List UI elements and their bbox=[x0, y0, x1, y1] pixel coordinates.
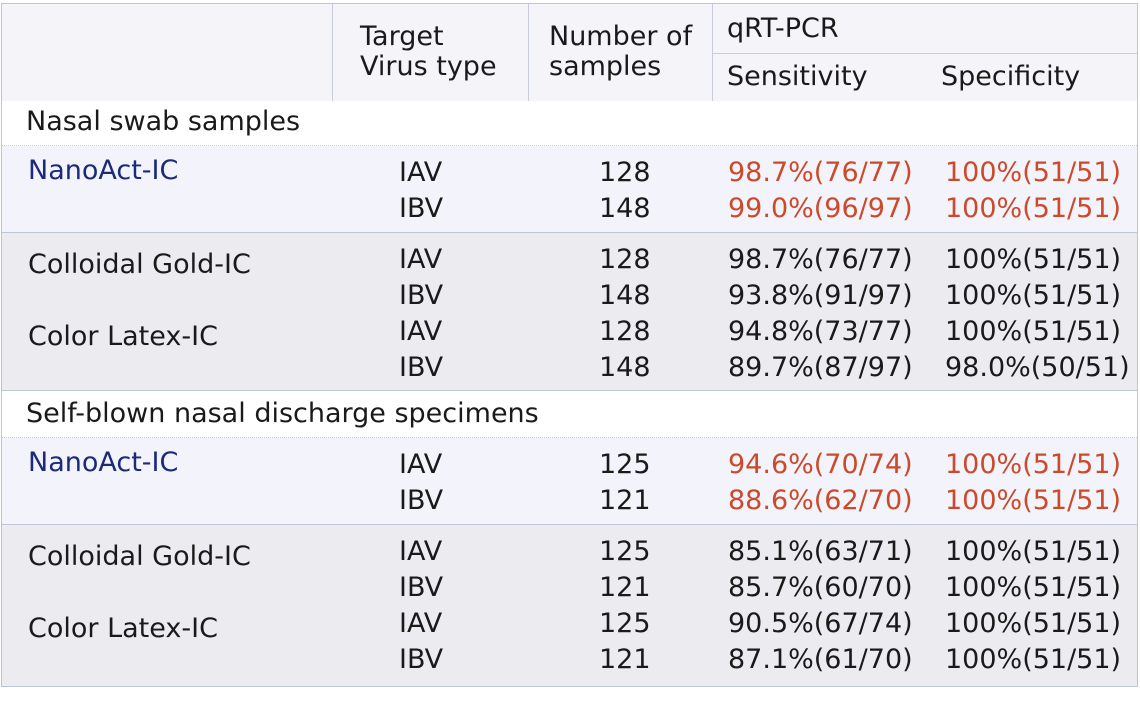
header-target: Target bbox=[360, 21, 444, 52]
virus-type-cell: IAV bbox=[399, 608, 443, 639]
comparison-block: Colloidal Gold-IC IAV 125 85.1%(63/71) 1… bbox=[2, 525, 1137, 686]
section-title-row: Nasal swab samples bbox=[2, 101, 1137, 146]
method-label: NanoAct-IC bbox=[28, 155, 179, 186]
virus-type-cell: IBV bbox=[399, 193, 444, 224]
header-number-of: Number of bbox=[549, 21, 693, 52]
specificity-cell: 100%(51/51) bbox=[945, 485, 1122, 516]
sample-count-cell: 128 bbox=[599, 316, 651, 347]
sample-count-cell: 125 bbox=[599, 449, 651, 480]
sensitivity-cell: 89.7%(87/97) bbox=[728, 352, 913, 383]
sensitivity-cell: 85.7%(60/70) bbox=[728, 572, 913, 603]
specificity-cell: 100%(51/51) bbox=[945, 449, 1122, 480]
sample-count-cell: 128 bbox=[599, 244, 651, 275]
sensitivity-cell: 94.8%(73/77) bbox=[728, 316, 913, 347]
specificity-cell: 100%(51/51) bbox=[945, 244, 1122, 275]
section-title-row: Self-blown nasal discharge specimens bbox=[2, 393, 1137, 438]
sensitivity-cell: 98.7%(76/77) bbox=[728, 157, 913, 188]
specificity-cell: 100%(51/51) bbox=[945, 608, 1122, 639]
specificity-cell: 100%(51/51) bbox=[945, 280, 1122, 311]
header-specificity: Specificity bbox=[941, 61, 1081, 92]
sensitivity-cell: 85.1%(63/71) bbox=[728, 536, 913, 567]
virus-type-cell: IBV bbox=[399, 352, 444, 383]
method-label: NanoAct-IC bbox=[28, 447, 179, 478]
specificity-cell: 100%(51/51) bbox=[945, 644, 1122, 675]
virus-type-cell: IBV bbox=[399, 572, 444, 603]
nanoact-block: NanoAct-IC IAV 128 98.7%(76/77) 100%(51/… bbox=[2, 146, 1137, 233]
virus-type-cell: IAV bbox=[399, 157, 443, 188]
sensitivity-cell: 98.7%(76/77) bbox=[728, 244, 913, 275]
virus-type-cell: IBV bbox=[399, 485, 444, 516]
virus-type-cell: IAV bbox=[399, 244, 443, 275]
sensitivity-cell: 99.0%(96/97) bbox=[728, 193, 913, 224]
sample-count-cell: 125 bbox=[599, 608, 651, 639]
header-sensitivity: Sensitivity bbox=[727, 61, 868, 92]
method-label: Color Latex-IC bbox=[28, 321, 218, 352]
method-label: Colloidal Gold-IC bbox=[28, 541, 251, 572]
virus-type-cell: IAV bbox=[399, 536, 443, 567]
specificity-cell: 100%(51/51) bbox=[945, 193, 1122, 224]
sample-count-cell: 121 bbox=[599, 485, 651, 516]
specificity-cell: 100%(51/51) bbox=[945, 572, 1122, 603]
specificity-cell: 100%(51/51) bbox=[945, 157, 1122, 188]
nanoact-block: NanoAct-IC IAV 125 94.6%(70/74) 100%(51/… bbox=[2, 438, 1137, 525]
header-subdivider bbox=[712, 53, 1137, 54]
sensitivity-cell: 94.6%(70/74) bbox=[728, 449, 913, 480]
section-title: Nasal swab samples bbox=[26, 106, 301, 137]
sample-count-cell: 148 bbox=[599, 280, 651, 311]
sample-count-cell: 121 bbox=[599, 644, 651, 675]
sensitivity-cell: 88.6%(62/70) bbox=[728, 485, 913, 516]
specificity-cell: 100%(51/51) bbox=[945, 316, 1122, 347]
header-virus-type: Virus type bbox=[360, 51, 497, 82]
virus-type-cell: IAV bbox=[399, 316, 443, 347]
header-samples: samples bbox=[549, 51, 662, 82]
sample-count-cell: 128 bbox=[599, 157, 651, 188]
header-divider bbox=[332, 4, 333, 101]
header-divider bbox=[528, 4, 529, 101]
virus-type-cell: IAV bbox=[399, 449, 443, 480]
sample-count-cell: 148 bbox=[599, 352, 651, 383]
sample-count-cell: 121 bbox=[599, 572, 651, 603]
comparison-table: Target Virus type Number of samples qRT-… bbox=[1, 3, 1138, 687]
specificity-cell: 100%(51/51) bbox=[945, 536, 1122, 567]
sample-count-cell: 148 bbox=[599, 193, 651, 224]
method-label: Color Latex-IC bbox=[28, 613, 218, 644]
table-header: Target Virus type Number of samples qRT-… bbox=[2, 4, 1137, 102]
header-divider bbox=[712, 4, 713, 101]
section-title: Self-blown nasal discharge specimens bbox=[26, 398, 539, 429]
virus-type-cell: IBV bbox=[399, 644, 444, 675]
method-label: Colloidal Gold-IC bbox=[28, 249, 251, 280]
specificity-cell: 98.0%(50/51) bbox=[945, 352, 1130, 383]
comparison-block: Colloidal Gold-IC IAV 128 98.7%(76/77) 1… bbox=[2, 233, 1137, 391]
virus-type-cell: IBV bbox=[399, 280, 444, 311]
sample-count-cell: 125 bbox=[599, 536, 651, 567]
sensitivity-cell: 87.1%(61/70) bbox=[728, 644, 913, 675]
header-qrt-pcr: qRT-PCR bbox=[727, 13, 839, 44]
sensitivity-cell: 90.5%(67/74) bbox=[728, 608, 913, 639]
sensitivity-cell: 93.8%(91/97) bbox=[728, 280, 913, 311]
